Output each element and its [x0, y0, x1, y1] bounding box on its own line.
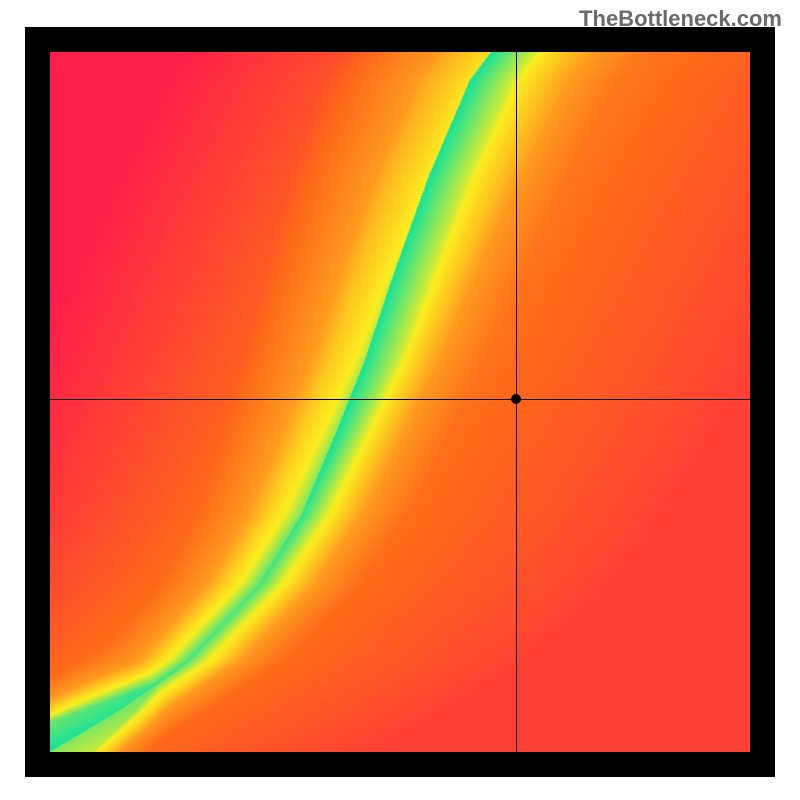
plot-area [50, 52, 750, 752]
heatmap-canvas [50, 52, 750, 752]
crosshair-horizontal-line [50, 399, 750, 400]
plot-frame [25, 27, 775, 777]
chart-container: TheBottleneck.com [0, 0, 800, 800]
crosshair-marker [511, 394, 521, 404]
watermark-text: TheBottleneck.com [579, 6, 782, 32]
